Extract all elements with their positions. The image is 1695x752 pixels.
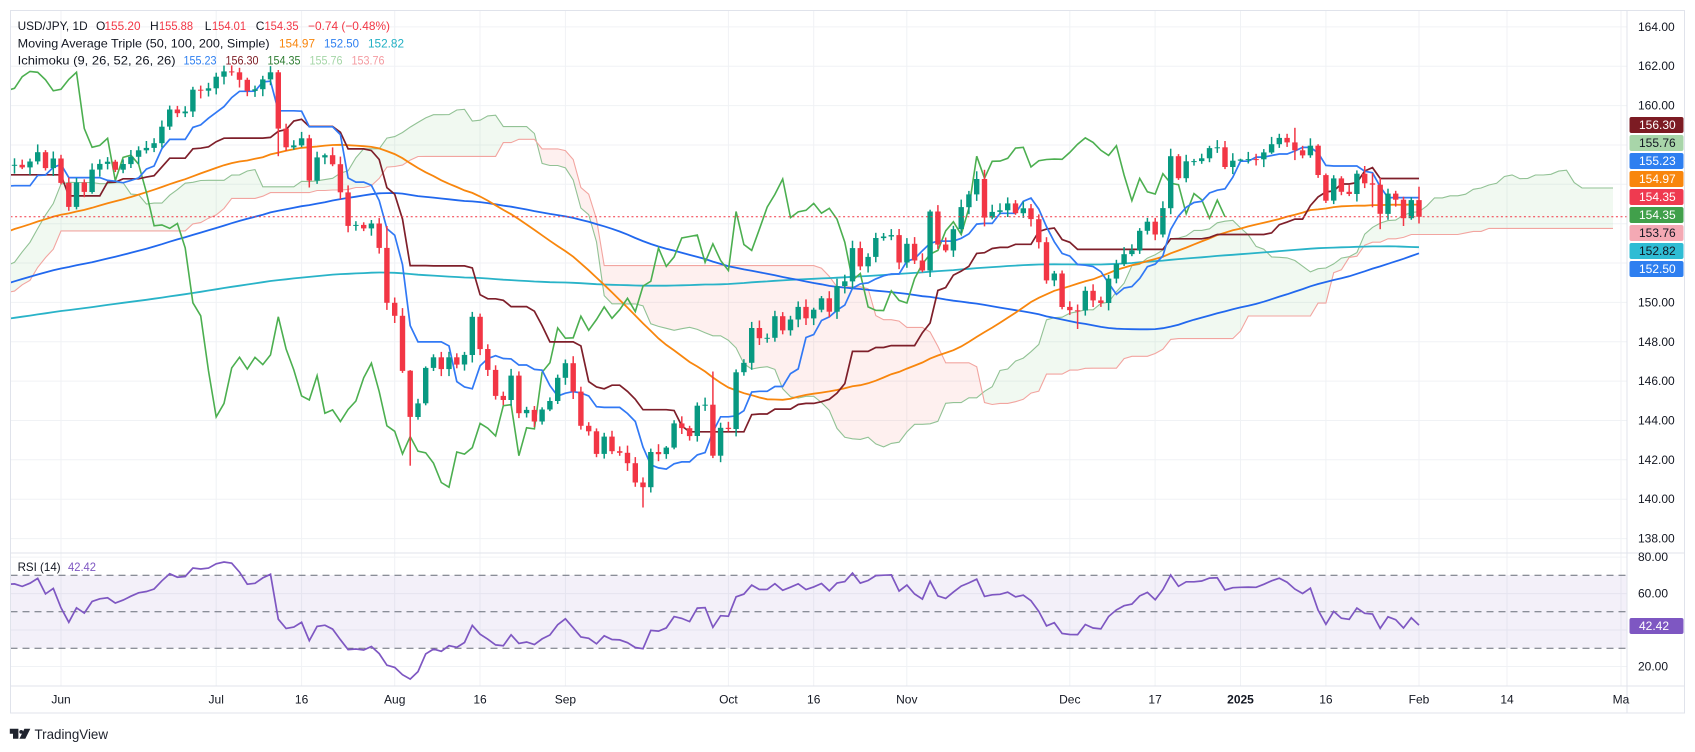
svg-text:Aug: Aug	[384, 693, 405, 707]
svg-text:153.76: 153.76	[1639, 226, 1676, 240]
svg-text:2025: 2025	[1227, 693, 1254, 707]
svg-text:60.00: 60.00	[1638, 587, 1668, 601]
svg-text:154.35: 154.35	[268, 54, 301, 68]
svg-text:155.76: 155.76	[1639, 136, 1676, 150]
svg-text:42.42: 42.42	[68, 560, 96, 574]
svg-text:80.00: 80.00	[1638, 550, 1668, 564]
svg-text:14: 14	[1500, 693, 1514, 707]
svg-text:154.97: 154.97	[279, 37, 315, 51]
svg-text:154.35: 154.35	[265, 19, 299, 33]
svg-text:154.35: 154.35	[1639, 208, 1676, 222]
svg-text:Nov: Nov	[896, 693, 917, 707]
svg-text:Dec: Dec	[1059, 693, 1080, 707]
svg-text:L: L	[205, 19, 212, 33]
svg-text:144.00: 144.00	[1638, 414, 1675, 428]
svg-text:O: O	[96, 19, 105, 33]
svg-text:20.00: 20.00	[1638, 660, 1668, 674]
svg-text:C: C	[256, 19, 265, 33]
svg-text:42.42: 42.42	[1639, 619, 1669, 633]
svg-text:154.35: 154.35	[1639, 190, 1676, 204]
svg-text:138.00: 138.00	[1638, 532, 1675, 546]
svg-text:Sep: Sep	[555, 693, 577, 707]
svg-text:16: 16	[807, 693, 821, 707]
svg-text:156.30: 156.30	[1639, 118, 1676, 132]
svg-text:152.82: 152.82	[368, 37, 404, 51]
svg-text:155.76: 155.76	[310, 54, 343, 68]
svg-text:152.50: 152.50	[1639, 262, 1676, 276]
svg-text:155.23: 155.23	[1639, 154, 1676, 168]
svg-text:155.88: 155.88	[159, 19, 193, 33]
svg-text:140.00: 140.00	[1638, 492, 1675, 506]
svg-text:RSI (14): RSI (14)	[18, 560, 61, 574]
svg-text:142.00: 142.00	[1638, 453, 1675, 467]
svg-text:152.50: 152.50	[324, 37, 359, 51]
svg-text:154.01: 154.01	[212, 19, 246, 33]
svg-text:TradingView: TradingView	[35, 726, 109, 742]
svg-text:150.00: 150.00	[1638, 295, 1675, 309]
svg-text:Ma: Ma	[1613, 693, 1630, 707]
svg-text:USD/JPY, 1D: USD/JPY, 1D	[18, 19, 88, 33]
svg-text:154.97: 154.97	[1639, 172, 1676, 186]
svg-text:153.76: 153.76	[352, 54, 385, 68]
svg-text:Jul: Jul	[209, 693, 224, 707]
svg-text:160.00: 160.00	[1638, 99, 1675, 113]
svg-text:16: 16	[473, 693, 487, 707]
svg-text:−0.74 (−0.48%): −0.74 (−0.48%)	[308, 19, 390, 33]
svg-text:16: 16	[1319, 693, 1333, 707]
svg-text:162.00: 162.00	[1638, 59, 1675, 73]
svg-text:155.23: 155.23	[184, 54, 217, 68]
svg-text:Ichimoku (9, 26, 52, 26, 26): Ichimoku (9, 26, 52, 26, 26)	[18, 54, 176, 68]
svg-text:156.30: 156.30	[226, 54, 259, 68]
svg-text:148.00: 148.00	[1638, 335, 1675, 349]
svg-text:Jun: Jun	[51, 693, 70, 707]
svg-text:17: 17	[1148, 693, 1162, 707]
svg-text:155.20: 155.20	[105, 19, 141, 33]
svg-text:16: 16	[295, 693, 309, 707]
svg-text:146.00: 146.00	[1638, 374, 1675, 388]
svg-text:152.82: 152.82	[1639, 244, 1676, 258]
svg-text:Feb: Feb	[1409, 693, 1430, 707]
svg-text:Oct: Oct	[719, 693, 738, 707]
svg-text:164.00: 164.00	[1638, 20, 1675, 34]
svg-text:H: H	[150, 19, 159, 33]
svg-text:Moving Average Triple (50, 100: Moving Average Triple (50, 100, 200, Sim…	[18, 37, 270, 51]
